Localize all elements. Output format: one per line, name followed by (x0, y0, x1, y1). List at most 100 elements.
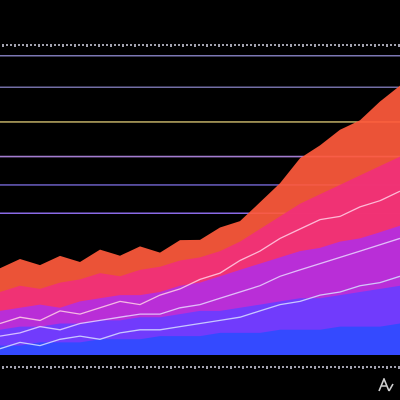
area-layer-4 (0, 323, 400, 355)
tick-mark (98, 366, 100, 369)
tick-mark (390, 366, 392, 368)
tick-mark (322, 44, 324, 46)
tick-mark (190, 366, 192, 368)
tick-mark (294, 366, 296, 368)
tick-mark (182, 44, 184, 47)
tick-mark (122, 366, 124, 369)
tick-row-bottom (2, 366, 400, 369)
tick-mark (98, 44, 100, 47)
tick-mark (110, 44, 112, 47)
tick-mark (158, 366, 160, 369)
tick-mark (346, 366, 348, 368)
tick-mark (354, 366, 356, 368)
tick-mark (154, 44, 156, 46)
tick-mark (266, 366, 268, 369)
tick-mark (90, 366, 92, 368)
tick-mark (14, 44, 16, 47)
tick-mark (234, 44, 236, 46)
tick-mark (10, 366, 12, 368)
tick-mark (202, 44, 204, 46)
tick-mark (258, 44, 260, 46)
tick-mark (78, 366, 80, 368)
tick-mark (82, 44, 84, 46)
tick-mark (186, 366, 188, 368)
tick-mark (210, 366, 212, 368)
tick-mark (90, 44, 92, 46)
tick-mark (338, 44, 340, 47)
tick-mark (58, 44, 60, 46)
tick-mark (206, 366, 208, 369)
tick-mark (230, 366, 232, 369)
tick-mark (66, 44, 68, 46)
tick-mark (6, 44, 8, 46)
tick-mark (366, 44, 368, 46)
tick-mark (142, 44, 144, 46)
tick-mark (214, 366, 216, 368)
tick-mark (162, 366, 164, 368)
tick-mark (266, 44, 268, 47)
tick-mark (6, 366, 8, 368)
tick-mark (366, 366, 368, 368)
tick-marks (2, 44, 400, 369)
tick-mark (310, 366, 312, 368)
tick-mark (82, 366, 84, 368)
tick-mark (398, 366, 400, 369)
tick-mark (298, 44, 300, 46)
tick-mark (306, 44, 308, 46)
tick-mark (206, 44, 208, 47)
tick-mark (342, 44, 344, 46)
tick-mark (134, 366, 136, 369)
tick-mark (54, 366, 56, 368)
tick-mark (282, 44, 284, 46)
tick-mark (2, 366, 4, 369)
tick-mark (250, 44, 252, 46)
tick-mark (278, 44, 280, 47)
tick-mark (102, 44, 104, 46)
tick-mark (342, 366, 344, 368)
tick-mark (318, 44, 320, 46)
tick-mark (126, 44, 128, 46)
tick-mark (318, 366, 320, 368)
tick-mark (174, 366, 176, 368)
tick-mark (314, 44, 316, 47)
tick-mark (198, 44, 200, 46)
tick-mark (18, 44, 20, 46)
tick-mark (46, 366, 48, 368)
tick-mark (362, 44, 364, 47)
tick-mark (386, 366, 388, 369)
tick-mark (242, 44, 244, 47)
tick-mark (262, 44, 264, 46)
tick-mark (150, 366, 152, 368)
tick-mark (330, 366, 332, 368)
trend-lines (0, 190, 400, 350)
tick-mark (170, 366, 172, 369)
tick-mark (102, 366, 104, 368)
tick-mark (166, 366, 168, 368)
tick-mark (118, 44, 120, 46)
tick-mark (358, 44, 360, 46)
tick-mark (314, 366, 316, 369)
tick-mark (238, 44, 240, 46)
tick-mark (22, 366, 24, 368)
tick-mark (274, 366, 276, 368)
tick-mark (350, 44, 352, 47)
tick-mark (142, 366, 144, 368)
tick-mark (150, 44, 152, 46)
tick-mark (338, 366, 340, 369)
tick-mark (198, 366, 200, 368)
tick-mark (70, 366, 72, 368)
tick-mark (166, 44, 168, 46)
tick-mark (190, 44, 192, 46)
tick-mark (162, 44, 164, 46)
tick-mark (22, 44, 24, 46)
tick-mark (274, 44, 276, 46)
tick-mark (26, 44, 28, 47)
tick-mark (262, 366, 264, 368)
tick-mark (138, 44, 140, 46)
tick-mark (86, 44, 88, 47)
tick-mark (222, 366, 224, 368)
tick-mark (42, 44, 44, 46)
tick-mark (50, 44, 52, 47)
tick-mark (2, 44, 4, 47)
tick-mark (18, 366, 20, 368)
